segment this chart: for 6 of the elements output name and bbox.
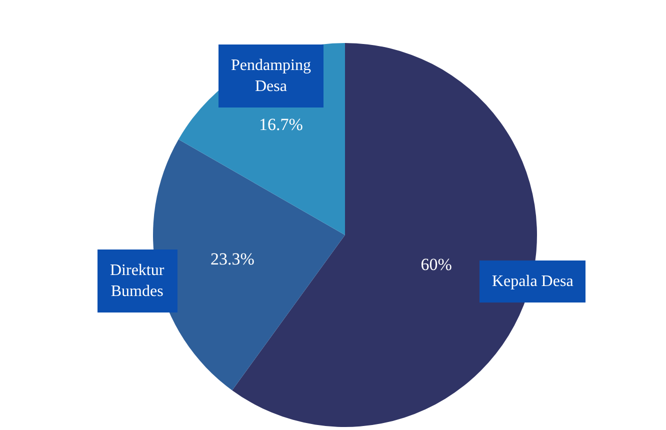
slice-label: Kepala Desa — [492, 273, 574, 290]
data-label: 23.3% — [210, 250, 254, 269]
slice-label: Direktur Bumdes — [110, 262, 165, 300]
data-label: 60% — [420, 255, 452, 274]
slice-label: Pendamping Desa — [231, 57, 311, 95]
data-label: 16.7% — [258, 114, 303, 134]
